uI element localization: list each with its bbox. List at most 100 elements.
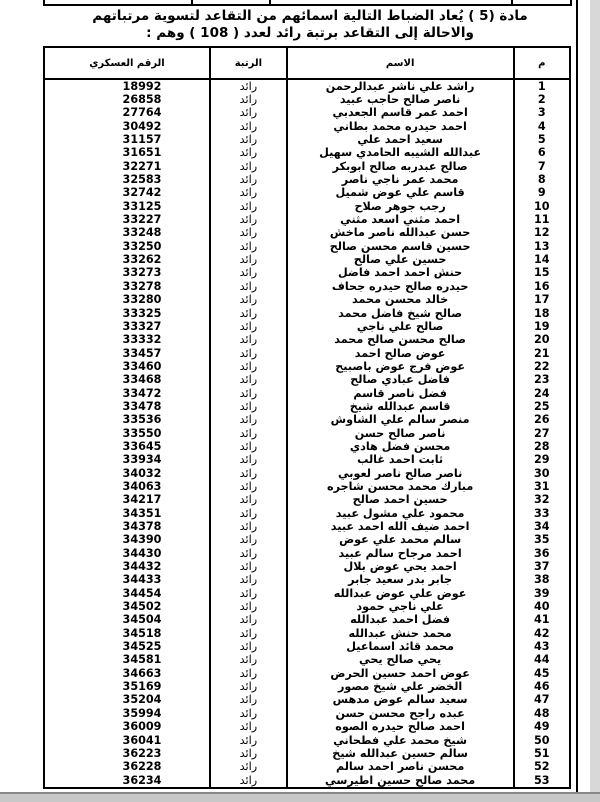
officer-name: عبده راجح محسن حسن bbox=[285, 707, 515, 721]
page-border bbox=[576, 0, 578, 792]
officer-name: حنش احمد احمد فاضل bbox=[285, 266, 515, 281]
officer-name: حسن عبدالله ناصر ماخش bbox=[285, 226, 515, 241]
header-military-number: الرقم العسكري bbox=[43, 46, 211, 80]
table-row: 13 حسين قاسم محسن صالح رائد 33250 bbox=[43, 240, 572, 254]
row-index: 5 bbox=[512, 133, 572, 147]
table-row: 29 ثابت احمد غالب رائد 33934 bbox=[43, 453, 572, 467]
row-index: 32 bbox=[512, 493, 572, 507]
table-row: 30 ناصر صالح ناصر لعوبي رائد 34032 bbox=[43, 466, 572, 481]
officer-name: منصر سالم علي الشاوش bbox=[285, 413, 515, 427]
row-index: 13 bbox=[512, 240, 572, 254]
officer-rank: رائد bbox=[209, 293, 288, 307]
military-number: 34432 bbox=[43, 560, 211, 574]
row-index: 25 bbox=[512, 400, 572, 414]
officer-name: صالح عبدربه صالح ابوبكر bbox=[285, 160, 515, 174]
table-row: 22 عوض فرج عوض باصبيح رائد 33460 bbox=[43, 360, 572, 374]
header-rank: الرتبة bbox=[209, 46, 288, 80]
military-number: 34504 bbox=[43, 613, 211, 628]
row-index: 8 bbox=[512, 173, 572, 187]
officer-name: احمد مثني اسعد مثني bbox=[285, 213, 515, 227]
row-index: 35 bbox=[512, 533, 572, 548]
table-row: 11 احمد مثني اسعد مثني رائد 33227 bbox=[43, 213, 572, 227]
table-row: 49 احمد صالح حيدره الصوه رائد 36009 bbox=[43, 720, 572, 734]
row-index: 39 bbox=[512, 587, 572, 601]
officer-rank: رائد bbox=[209, 280, 288, 294]
row-index: 21 bbox=[512, 346, 572, 361]
military-number: 33227 bbox=[43, 213, 211, 227]
military-number: 35994 bbox=[43, 707, 211, 721]
row-index: 38 bbox=[512, 573, 572, 588]
table-row: 8 محمد عمر ناجي ناصر رائد 32583 bbox=[43, 173, 572, 187]
officer-name: مبارك محمد محسن شاجره bbox=[285, 480, 515, 494]
officer-name: سالم محمد علي عوض bbox=[285, 533, 515, 548]
officer-rank: رائد bbox=[209, 693, 288, 708]
officer-name: احمد عمر قاسم الجعدبي bbox=[285, 106, 515, 121]
officer-name: حسين احمد صالح bbox=[285, 493, 515, 507]
military-number: 33457 bbox=[43, 346, 211, 361]
officer-rank: رائد bbox=[209, 213, 288, 227]
table-header-row: م الاسم الرتبة الرقم العسكري bbox=[43, 46, 572, 80]
row-index: 31 bbox=[512, 480, 572, 494]
officer-name: خالد محسن محمد bbox=[285, 293, 515, 307]
military-number: 33280 bbox=[43, 293, 211, 307]
officer-name: ثابت احمد غالب bbox=[285, 453, 515, 467]
officer-rank: رائد bbox=[209, 120, 288, 134]
row-index: 37 bbox=[512, 560, 572, 574]
table-row: 44 يحي صالح يحي رائد 34581 bbox=[43, 653, 572, 668]
table-row: 18 صالح شيخ فاضل محمد رائد 33325 bbox=[43, 306, 572, 321]
officer-rank: رائد bbox=[209, 707, 288, 721]
military-number: 36041 bbox=[43, 733, 211, 748]
row-index: 52 bbox=[512, 760, 572, 774]
officer-name: عوض صالح احمد bbox=[285, 346, 515, 361]
military-number: 33645 bbox=[43, 440, 211, 454]
officer-rank: رائد bbox=[209, 426, 288, 441]
row-index: 15 bbox=[512, 266, 572, 281]
officer-name: يحي صالح يحي bbox=[285, 653, 515, 668]
table-row: 47 سعيد سالم عوض مدهس رائد 35204 bbox=[43, 693, 572, 708]
table-row: 7 صالح عبدربه صالح ابوبكر رائد 32271 bbox=[43, 160, 572, 174]
officer-name: فضل ناصر قاسم bbox=[285, 386, 515, 401]
row-index: 10 bbox=[512, 200, 572, 214]
military-number: 33248 bbox=[43, 226, 211, 241]
row-index: 9 bbox=[512, 186, 572, 201]
military-number: 36009 bbox=[43, 720, 211, 734]
officer-rank: رائد bbox=[209, 373, 288, 387]
military-number: 34351 bbox=[43, 507, 211, 521]
row-index: 53 bbox=[512, 773, 572, 789]
table-row: 27 ناصر صالح حسن رائد 33550 bbox=[43, 426, 572, 441]
officer-rank: رائد bbox=[209, 266, 288, 281]
military-number: 36223 bbox=[43, 747, 211, 761]
row-index: 26 bbox=[512, 413, 572, 427]
row-index: 49 bbox=[512, 720, 572, 734]
table-row: 2 ناصر صالح حاجب عبيد رائد 26858 bbox=[43, 93, 572, 107]
table-row: 20 صالح محسن صالح محمد رائد 33332 bbox=[43, 333, 572, 347]
officer-name: عوض علي عوض عبدالله bbox=[285, 587, 515, 601]
officer-rank: رائد bbox=[209, 453, 288, 467]
officer-rank: رائد bbox=[209, 747, 288, 761]
officers-table: م الاسم الرتبة الرقم العسكري 1 راشد علي ن… bbox=[43, 46, 572, 790]
officer-name: صالح محسن صالح محمد bbox=[285, 333, 515, 347]
officer-name: حيدره صالح حيدره جحاف bbox=[285, 280, 515, 294]
military-number: 27764 bbox=[43, 106, 211, 121]
table-row: 32 حسين احمد صالح رائد 34217 bbox=[43, 493, 572, 507]
officer-name: راشد علي ناشر عبدالرحمن bbox=[285, 79, 515, 94]
military-number: 34063 bbox=[43, 480, 211, 494]
officer-name: حسين قاسم محسن صالح bbox=[285, 240, 515, 254]
row-index: 7 bbox=[512, 160, 572, 174]
row-index: 50 bbox=[512, 733, 572, 748]
officer-name: عبدالله الشيبه الحامدي سهيل bbox=[285, 146, 515, 161]
officer-rank: رائد bbox=[209, 466, 288, 481]
table-row: 42 محمد حنش عبدالله رائد 34518 bbox=[43, 627, 572, 641]
officer-name: فضل احمد عبدالله bbox=[285, 613, 515, 628]
military-number: 18992 bbox=[43, 79, 211, 94]
military-number: 33273 bbox=[43, 266, 211, 281]
row-index: 46 bbox=[512, 680, 572, 694]
officer-rank: رائد bbox=[209, 346, 288, 361]
officer-rank: رائد bbox=[209, 186, 288, 201]
officer-rank: رائد bbox=[209, 613, 288, 628]
military-number: 35169 bbox=[43, 680, 211, 694]
military-number: 33934 bbox=[43, 453, 211, 467]
officer-rank: رائد bbox=[209, 773, 288, 789]
officer-name: محسن فضل هادي bbox=[285, 440, 515, 454]
officer-name: صالح علي ناجي bbox=[285, 320, 515, 334]
